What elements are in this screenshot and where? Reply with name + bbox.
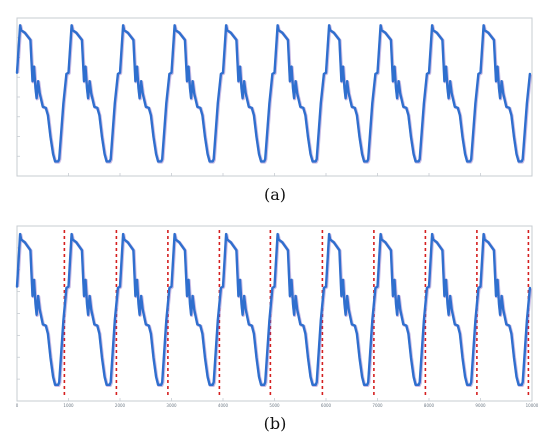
x-tick-label: 7000 xyxy=(372,403,383,408)
x-tick-label: 5000 xyxy=(269,403,280,408)
signal-line-shadow xyxy=(16,233,533,388)
x-tick-label: 1000 xyxy=(63,403,74,408)
panel-a-chart xyxy=(15,17,533,177)
x-tick-label: 3000 xyxy=(166,403,177,408)
plot-frame xyxy=(16,225,533,402)
plot-frame xyxy=(16,17,533,177)
signal-line-series-1 xyxy=(15,232,532,386)
x-tick-label: 4000 xyxy=(218,403,229,408)
x-tick-label: 0 xyxy=(16,403,19,408)
x-tick-label: 6000 xyxy=(321,403,332,408)
signal-line-series-1 xyxy=(15,24,532,163)
panel-a-label: (a) xyxy=(264,185,286,204)
x-tick-label: 9000 xyxy=(475,403,486,408)
x-tick-label: 2000 xyxy=(115,403,126,408)
panel-b-label: (b) xyxy=(264,414,287,433)
panel-b-chart: 0 1000 2000 3000 4000 5000 6000 7000 8000 9000 100… xyxy=(15,225,539,408)
x-tick-label: 8000 xyxy=(424,403,435,408)
signal-line-shadow xyxy=(16,24,533,164)
x-tick-label: 10000 xyxy=(526,403,539,408)
